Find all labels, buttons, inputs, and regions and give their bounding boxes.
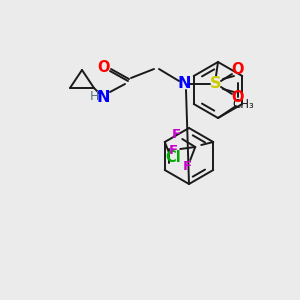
Text: N: N [177,76,191,92]
Text: Cl: Cl [165,151,181,166]
Text: F: F [169,145,178,158]
Text: S: S [210,76,222,92]
Text: H: H [89,91,99,103]
Text: CH₃: CH₃ [232,98,254,110]
Text: F: F [172,128,181,140]
Text: F: F [183,160,192,173]
Text: O: O [98,59,110,74]
Text: O: O [232,62,244,77]
Text: N: N [96,89,110,104]
Text: O: O [232,91,244,106]
